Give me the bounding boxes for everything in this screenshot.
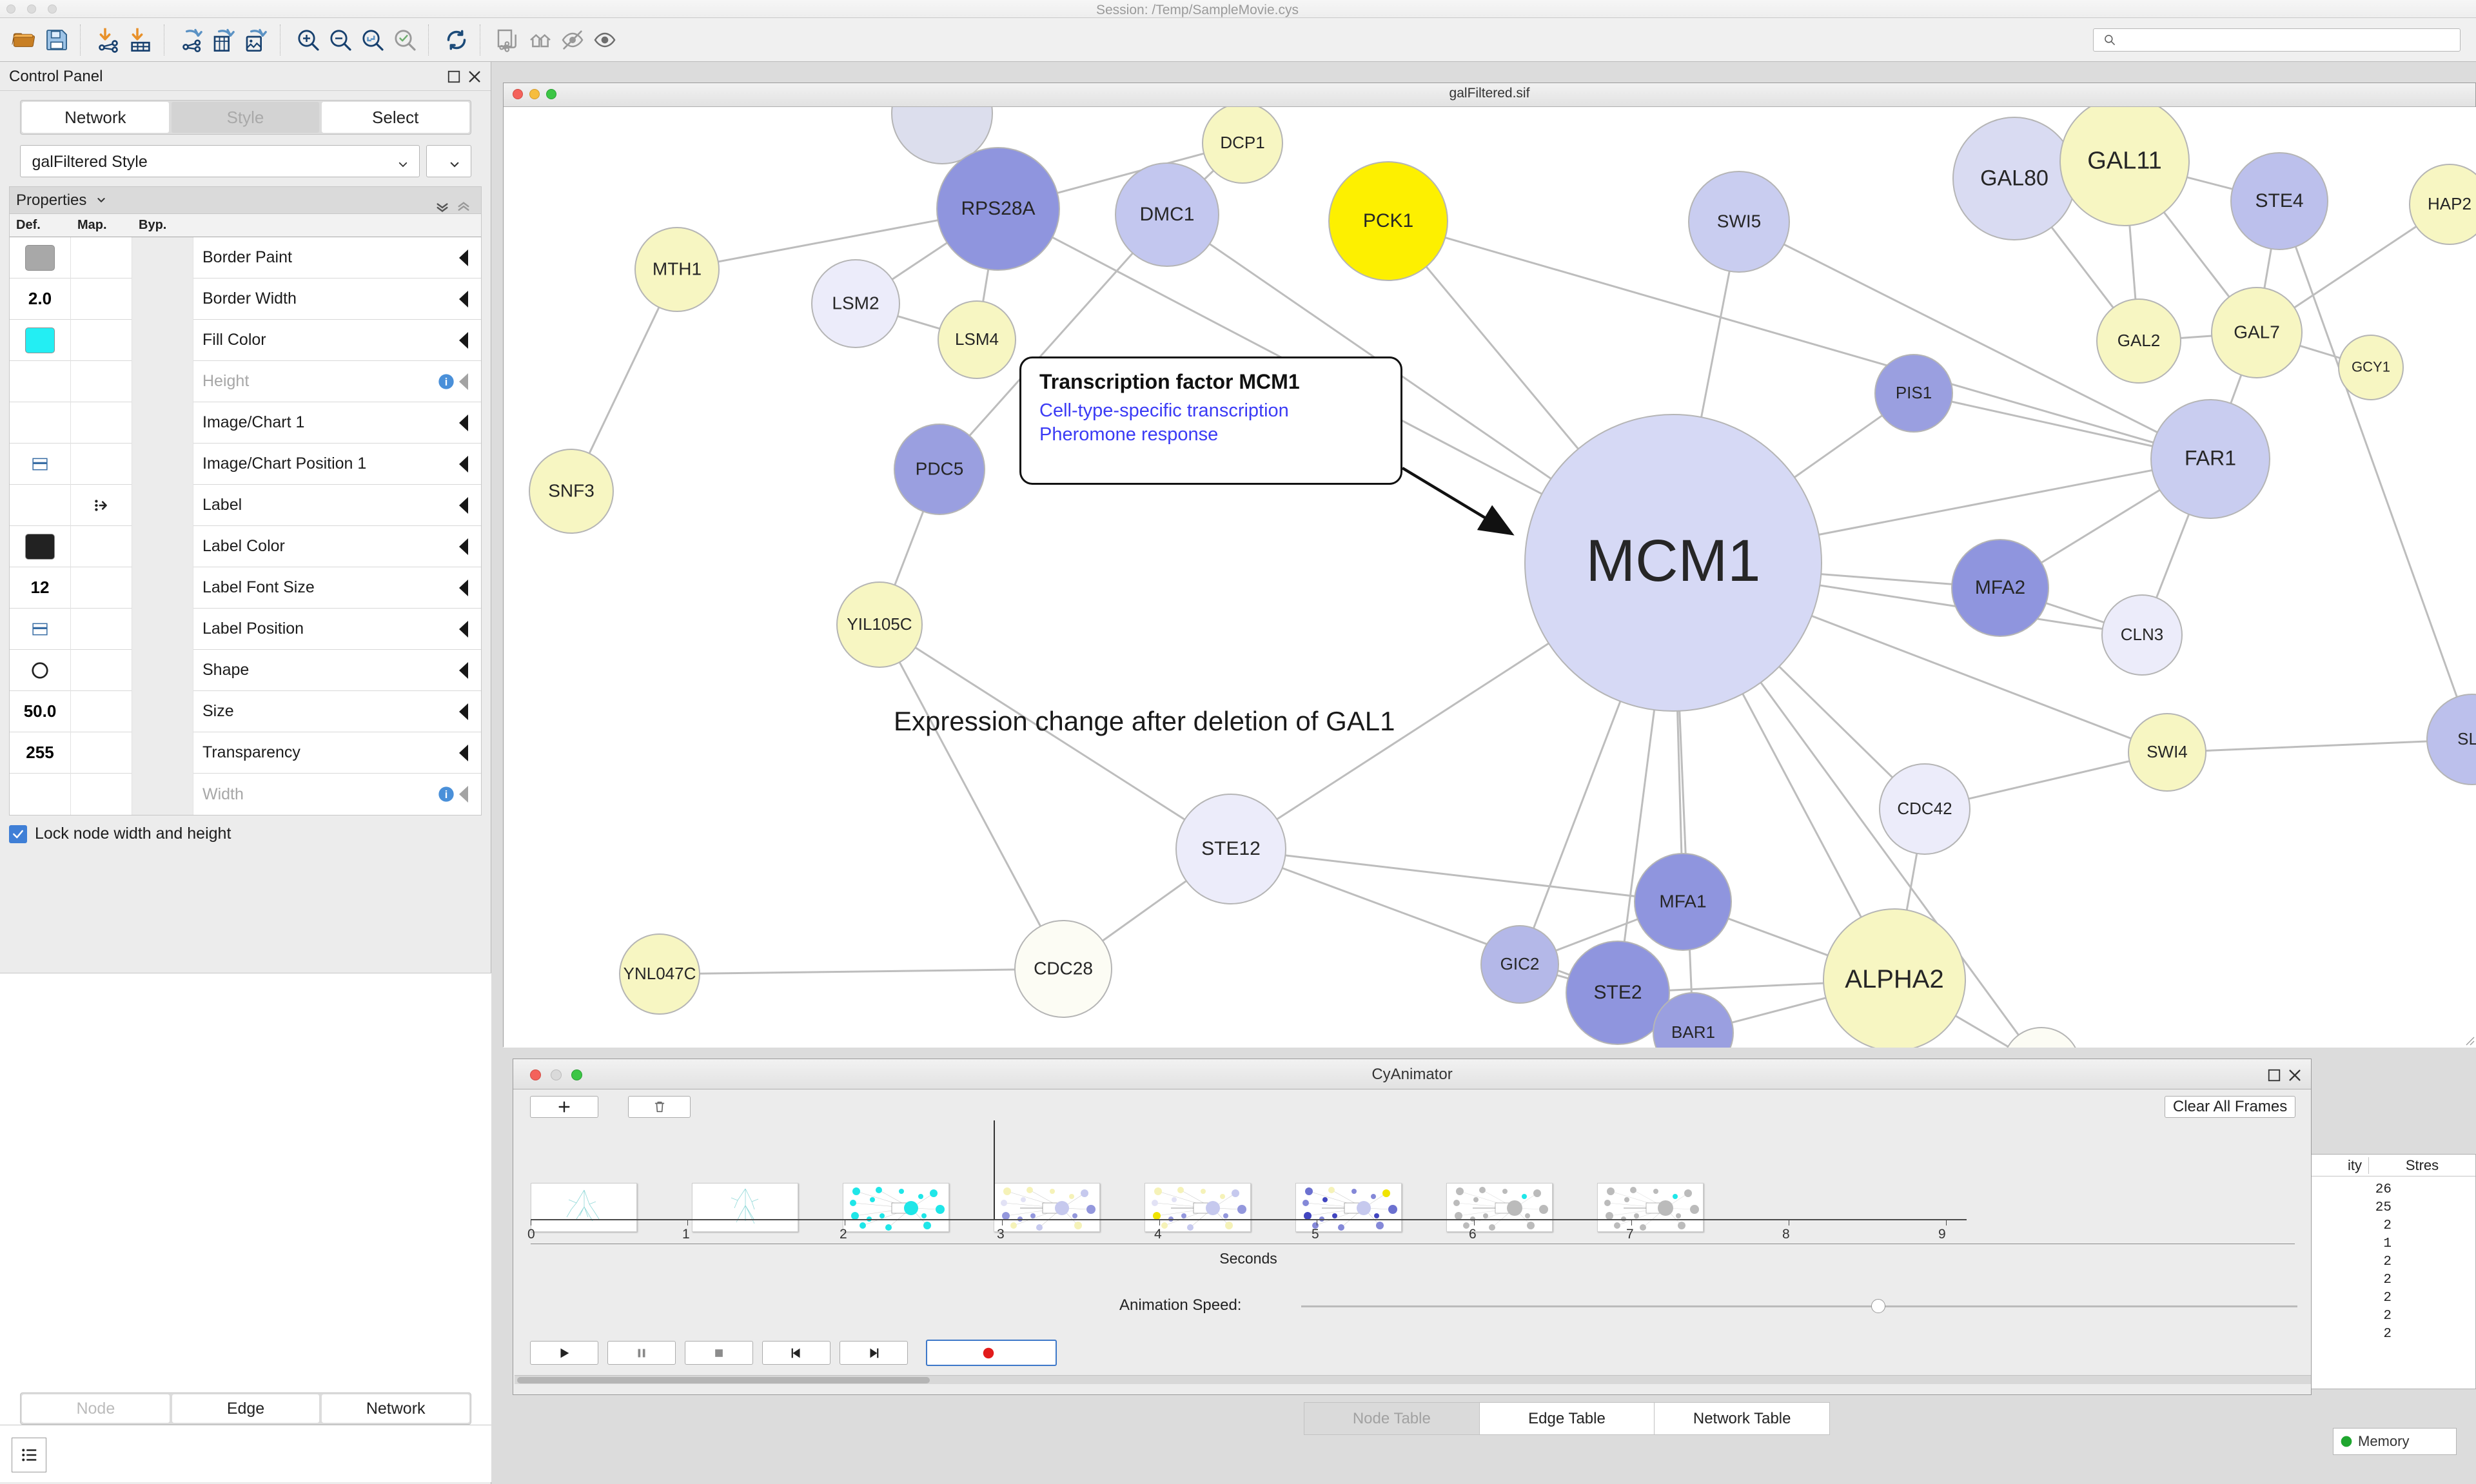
svg-text:i: i [445,789,448,801]
svg-text:i: i [445,376,448,387]
